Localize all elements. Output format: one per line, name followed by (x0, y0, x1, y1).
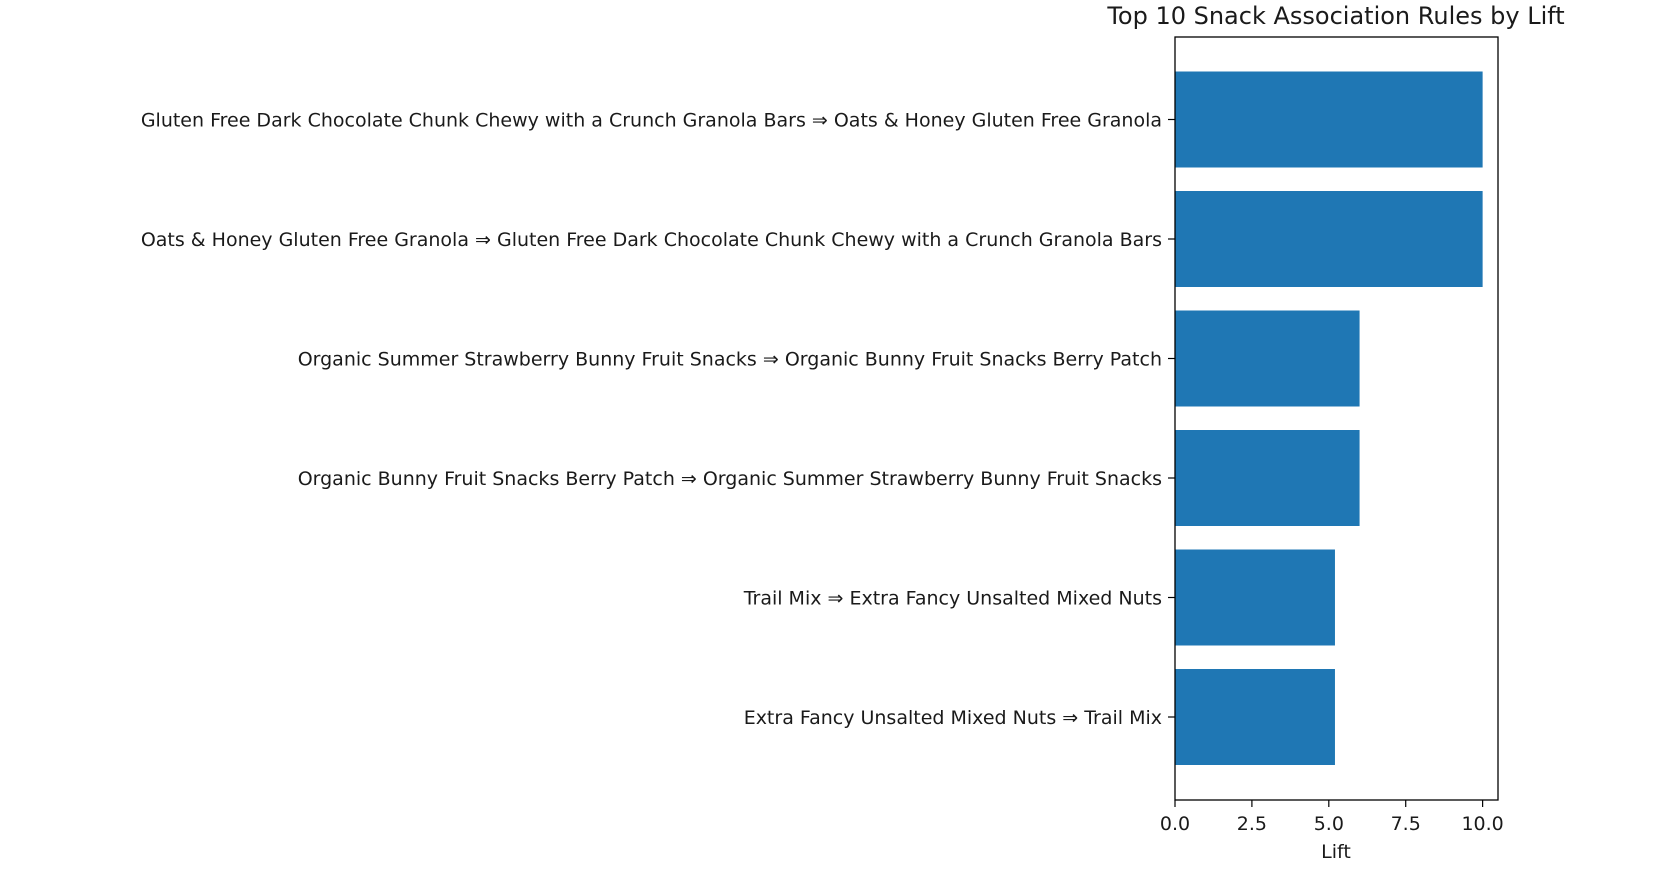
bar-4 (1175, 430, 1360, 526)
y-tick-label-5: Trail Mix ⇒ Extra Fancy Unsalted Mixed N… (743, 588, 1162, 610)
y-tick-label-6: Extra Fancy Unsalted Mixed Nuts ⇒ Trail … (744, 707, 1162, 729)
x-tick-label-5: 10.0 (1461, 813, 1503, 835)
chart-title: Top 10 Snack Association Rules by Lift (1106, 2, 1564, 30)
bar-3 (1175, 310, 1360, 407)
bar-1 (1175, 71, 1483, 168)
y-tick-label-1: Gluten Free Dark Chocolate Chunk Chewy w… (141, 110, 1162, 132)
plot-frame (1174, 36, 1499, 801)
y-tick-label-2: Oats & Honey Gluten Free Granola ⇒ Glute… (141, 229, 1162, 251)
y-axis: Gluten Free Dark Chocolate Chunk Chewy w… (141, 110, 1175, 729)
x-tick-label-4: 7.5 (1391, 813, 1421, 835)
x-tick-label-1: 0.0 (1160, 813, 1190, 835)
bars-layer (1175, 71, 1483, 765)
x-tick-label-3: 5.0 (1314, 813, 1344, 835)
x-tick-label-2: 2.5 (1237, 813, 1267, 835)
bar-2 (1175, 191, 1483, 287)
x-axis: 0.0 2.5 5.0 7.5 10.0 (1160, 800, 1504, 835)
y-tick-label-4: Organic Bunny Fruit Snacks Berry Patch ⇒… (298, 468, 1162, 490)
bar-6 (1175, 669, 1335, 765)
bar-5 (1175, 549, 1335, 646)
x-axis-label: Lift (1321, 841, 1351, 863)
y-tick-label-3: Organic Summer Strawberry Bunny Fruit Sn… (298, 349, 1162, 371)
